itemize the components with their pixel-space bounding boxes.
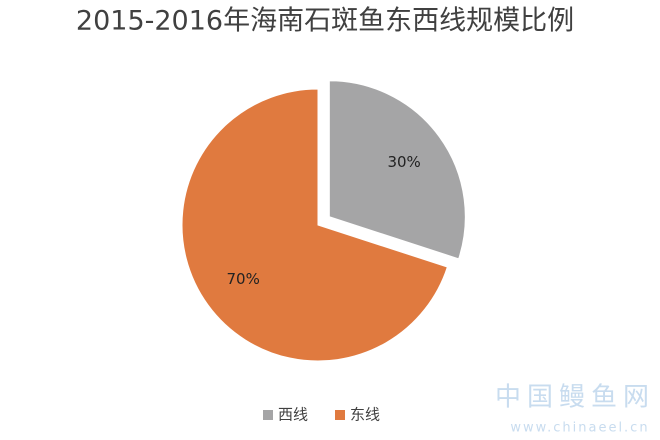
data-label: 70% bbox=[227, 270, 260, 288]
pie-slice bbox=[328, 80, 466, 260]
legend-label: 西线 bbox=[278, 406, 308, 424]
watermark: 中国鳗鱼网 bbox=[495, 383, 655, 413]
pie-slice bbox=[181, 88, 448, 362]
chart-title: 2015-2016年海南石斑鱼东西线规模比例 bbox=[76, 6, 574, 37]
legend-swatch bbox=[335, 410, 345, 420]
legend-swatch bbox=[263, 410, 273, 420]
data-label: 30% bbox=[387, 153, 420, 171]
legend-label: 东线 bbox=[350, 406, 380, 424]
watermark-url: www.chinaeel.cn bbox=[510, 421, 649, 436]
